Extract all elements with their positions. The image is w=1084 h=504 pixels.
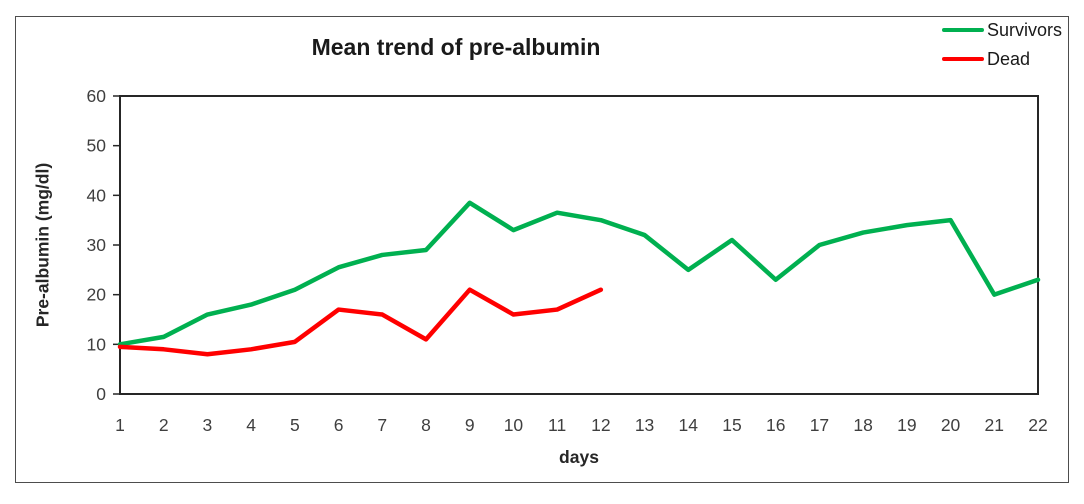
series-line-survivors — [117, 200, 1041, 347]
x-tick-label: 21 — [985, 415, 1004, 435]
x-tick-label: 4 — [246, 415, 256, 435]
x-tick-label: 8 — [421, 415, 431, 435]
x-tick-label: 6 — [334, 415, 344, 435]
legend-line-swatch-dead — [941, 56, 984, 62]
legend-line-swatch-survivors — [941, 27, 984, 33]
legend-label-survivors: Survivors — [986, 20, 1062, 40]
y-tick-label: 40 — [87, 185, 107, 205]
x-tick-label: 5 — [290, 415, 300, 435]
x-tick-label: 18 — [853, 415, 872, 435]
x-tick-label: 1 — [115, 415, 125, 435]
x-tick-label: 12 — [591, 415, 610, 435]
x-tick-label: 19 — [897, 415, 916, 435]
x-tick-label: 14 — [679, 415, 699, 435]
legend-item-survivors: Survivors — [941, 19, 1062, 41]
x-tick-label: 11 — [548, 415, 566, 435]
chart-outer-border — [15, 16, 1069, 483]
x-tick-label: 10 — [504, 415, 524, 435]
x-tick-label: 15 — [722, 415, 741, 435]
x-tick-label: 17 — [810, 415, 829, 435]
y-tick-label: 20 — [87, 285, 107, 305]
legend-item-dead: Dead — [941, 48, 1062, 70]
x-tick-label: 20 — [941, 415, 961, 435]
x-tick-label: 9 — [465, 415, 475, 435]
x-tick-label: 3 — [203, 415, 213, 435]
y-tick-label: 30 — [87, 235, 107, 255]
legend: Survivors Dead — [941, 19, 1062, 70]
y-tick-label: 0 — [96, 384, 106, 404]
series-line-dead — [117, 287, 604, 357]
x-tick-label: 2 — [159, 415, 169, 435]
legend-label-dead: Dead — [986, 49, 1031, 69]
x-tick-label: 7 — [377, 415, 387, 435]
x-tick-label: 16 — [766, 415, 785, 435]
chart-title: Mean trend of pre-albumin — [311, 34, 601, 60]
x-axis-label: days — [559, 447, 599, 467]
x-tick-label: 13 — [635, 415, 654, 435]
y-tick-label: 50 — [87, 136, 107, 156]
y-tick-label: 60 — [87, 86, 107, 106]
x-tick-label: 22 — [1028, 415, 1047, 435]
y-axis-label: Pre-albumin (mg/dl) — [32, 162, 53, 328]
y-tick-label: 10 — [87, 334, 107, 354]
